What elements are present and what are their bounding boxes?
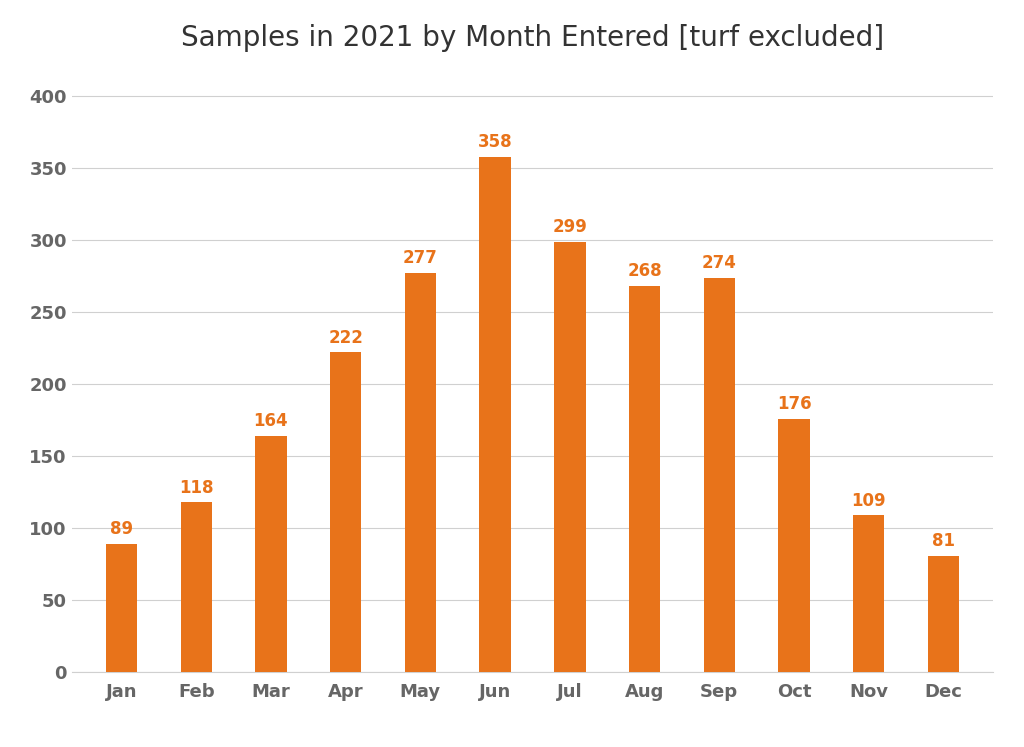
Bar: [853, 515, 885, 672]
Bar: [180, 502, 212, 672]
Bar: [778, 419, 810, 672]
Text: 118: 118: [179, 479, 213, 497]
Text: 81: 81: [932, 532, 955, 550]
Text: 109: 109: [851, 492, 886, 509]
Title: Samples in 2021 by Month Entered [turf excluded]: Samples in 2021 by Month Entered [turf e…: [181, 25, 884, 52]
Text: 268: 268: [628, 262, 662, 280]
Bar: [479, 157, 511, 672]
Text: 299: 299: [552, 218, 588, 236]
Bar: [703, 278, 735, 672]
Bar: [629, 286, 660, 672]
Text: 277: 277: [403, 249, 438, 267]
Bar: [255, 436, 287, 672]
Text: 358: 358: [478, 133, 512, 151]
Bar: [105, 544, 137, 672]
Text: 89: 89: [110, 521, 133, 539]
Text: 222: 222: [329, 329, 364, 347]
Bar: [330, 353, 361, 672]
Bar: [404, 273, 436, 672]
Bar: [928, 556, 959, 672]
Text: 164: 164: [254, 412, 289, 430]
Text: 274: 274: [701, 254, 736, 272]
Text: 176: 176: [776, 395, 811, 413]
Bar: [554, 241, 586, 672]
